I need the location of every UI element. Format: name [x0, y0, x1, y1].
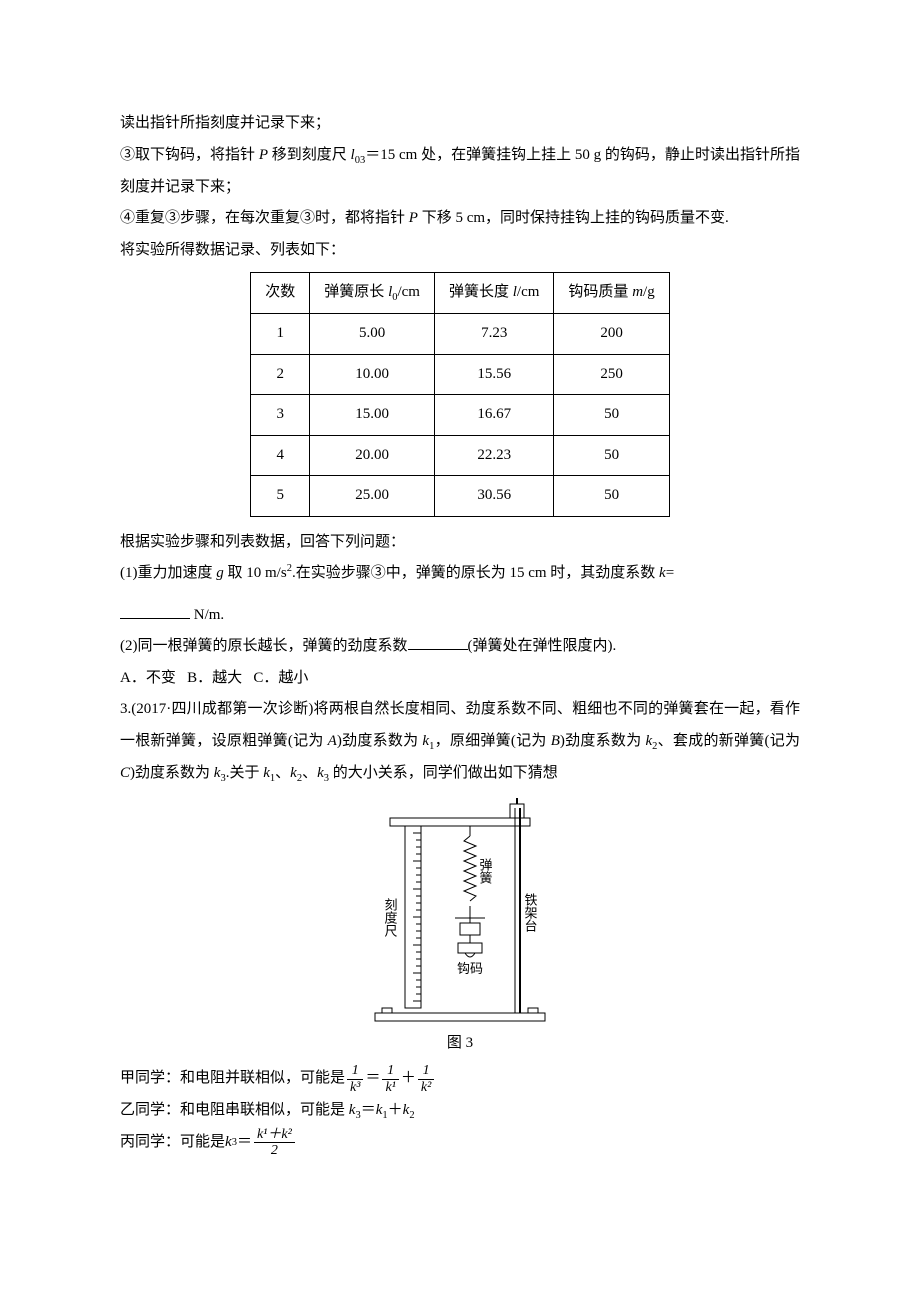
apparatus-svg: 刻度尺 弹簧 铁架台 钩码 [360, 798, 560, 1028]
th-index: 次数 [251, 273, 310, 314]
question-3: 3.(2017·四川成都第一次诊断)将两根自然长度相同、劲度系数不同、粗细也不同… [120, 694, 800, 790]
cell: 3 [251, 395, 310, 436]
q2-before: (2)同一根弹簧的原长越长，弹簧的劲度系数 [120, 638, 408, 654]
q3-m8: 、 [302, 765, 317, 781]
guess-bing: 丙同学：可能是 k3＝ k¹＋k²2 [120, 1127, 800, 1159]
label-ruler: 刻度尺 [383, 898, 398, 937]
question-1b: N/m. [120, 600, 800, 632]
frac-bing: k¹＋k²2 [254, 1127, 295, 1159]
cell: 20.00 [310, 435, 435, 476]
cell: 50 [554, 395, 669, 436]
cell: 5 [251, 476, 310, 517]
table-row: 2 10.00 15.56 250 [251, 354, 669, 395]
q1-unit: N/m. [190, 607, 224, 623]
q3-A: A [328, 733, 337, 749]
opt-C[interactable]: 越小 [278, 670, 308, 686]
table-row: 1 5.00 7.23 200 [251, 314, 669, 355]
q2-after: (弹簧处在弹性限度内). [468, 638, 617, 654]
page: 读出指针所指刻度并记录下来； ③取下钩码，将指针 P 移到刻度尺 l03＝15 … [0, 0, 920, 1302]
data-table: 次数 弹簧原长 l0/cm 弹簧长度 l/cm 钩码质量 m/g 1 5.00 … [250, 272, 669, 517]
cell: 5.00 [310, 314, 435, 355]
q3-B: B [551, 733, 560, 749]
cell: 250 [554, 354, 669, 395]
q3-m4: 、套成的新弹簧(记为 [657, 733, 800, 749]
cell: 50 [554, 476, 669, 517]
cell: 7.23 [434, 314, 553, 355]
q1-g: g [216, 565, 224, 581]
cell: 30.56 [434, 476, 553, 517]
cell: 15.56 [434, 354, 553, 395]
q1-blank[interactable] [120, 603, 190, 619]
figure-3: 刻度尺 弹簧 铁架台 钩码 图 3 [120, 798, 800, 1060]
guess-bing-text: 丙同学：可能是 [120, 1127, 225, 1159]
th-l: 弹簧长度 l/cm [434, 273, 553, 314]
opt-B[interactable]: 越大 [212, 670, 242, 686]
table-row: 4 20.00 22.23 50 [251, 435, 669, 476]
cell: 22.23 [434, 435, 553, 476]
guess-yi: 乙同学：和电阻串联相似，可能是 k3＝k1＋k2 [120, 1095, 800, 1127]
cell: 2 [251, 354, 310, 395]
pre-step-line-4: 将实验所得数据记录、列表如下： [120, 235, 800, 267]
q3-m2: ，原细弹簧(记为 [434, 733, 550, 749]
pre-step-line-2: ③取下钩码，将指针 P 移到刻度尺 l03＝15 cm 处，在弹簧挂钩上挂上 5… [120, 140, 800, 204]
th-m: 钩码质量 m/g [554, 273, 669, 314]
q3-m3: )劲度系数为 [560, 733, 642, 749]
th-l0: 弹簧原长 l0/cm [310, 273, 435, 314]
cell: 16.67 [434, 395, 553, 436]
table-header-row: 次数 弹簧原长 l0/cm 弹簧长度 l/cm 钩码质量 m/g [251, 273, 669, 314]
var-P: P [259, 147, 268, 163]
q2-blank[interactable] [408, 634, 468, 650]
q3-C: C [120, 765, 130, 781]
pre-step-line-1: 读出指针所指刻度并记录下来； [120, 108, 800, 140]
cell: 4 [251, 435, 310, 476]
q3-m9: 的大小关系，同学们做出如下猜想 [329, 765, 558, 781]
frac-1-k2: 1k² [418, 1063, 434, 1095]
q1-eq: = [666, 565, 674, 581]
question-1: (1)重力加速度 g 取 10 m/s2.在实验步骤③中，弹簧的原长为 15 c… [120, 558, 800, 590]
opt-A[interactable]: 不变 [146, 670, 176, 686]
label-spring: 弹簧 [478, 858, 493, 884]
guess-yi-text: 乙同学：和电阻串联相似，可能是 [120, 1102, 349, 1118]
q1-prefix: (1)重力加速度 [120, 565, 216, 581]
figure-caption: 图 3 [120, 1028, 800, 1060]
cell: 15.00 [310, 395, 435, 436]
q3-m1: )劲度系数为 [337, 733, 423, 749]
guess-jia-text: 甲同学：和电阻并联相似，可能是 [120, 1063, 345, 1095]
frac-1-k1: 1k¹ [382, 1063, 398, 1095]
cell: 50 [554, 435, 669, 476]
label-weight: 钩码 [457, 961, 483, 976]
cell: 25.00 [310, 476, 435, 517]
question-intro: 根据实验步骤和列表数据，回答下列问题： [120, 527, 800, 559]
q3-m7: 、 [275, 765, 290, 781]
q1-mid1: 取 10 m/s [224, 565, 287, 581]
var-l03-sub: 03 [355, 155, 366, 166]
q1-mid2: .在实验步骤③中，弹簧的原长为 15 cm 时，其劲度系数 [292, 565, 659, 581]
cell: 200 [554, 314, 669, 355]
var-P-2: P [409, 210, 418, 226]
question-2: (2)同一根弹簧的原长越长，弹簧的劲度系数 (弹簧处在弹性限度内). [120, 631, 800, 663]
options: A．不变 B．越大 C．越小 [120, 663, 800, 695]
pre-step-line-3: ④重复③步骤，在每次重复③时，都将指针 P 下移 5 cm，同时保持挂钩上挂的钩… [120, 203, 800, 235]
label-stand: 铁架台 [523, 893, 538, 932]
q3-m6: .关于 [226, 765, 264, 781]
frac-1-k3: 1k³ [347, 1063, 363, 1095]
cell: 10.00 [310, 354, 435, 395]
q3-m5: )劲度系数为 [130, 765, 214, 781]
guess-jia: 甲同学：和电阻并联相似，可能是 1k³ ＝ 1k¹ ＋ 1k² [120, 1063, 800, 1095]
q1-k: k [659, 565, 666, 581]
table-row: 3 15.00 16.67 50 [251, 395, 669, 436]
table-row: 5 25.00 30.56 50 [251, 476, 669, 517]
cell: 1 [251, 314, 310, 355]
